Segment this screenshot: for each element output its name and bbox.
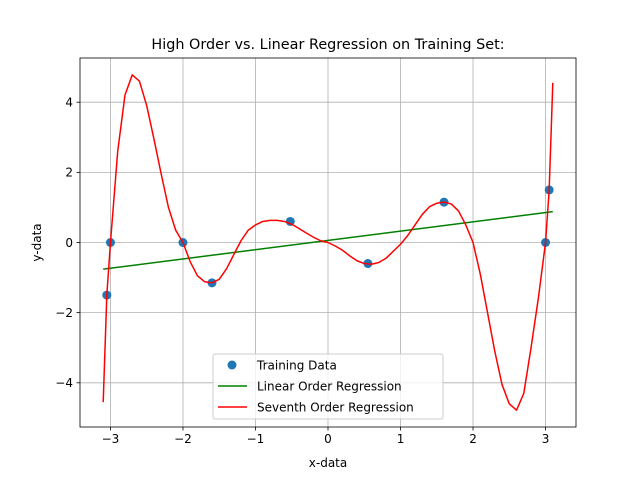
scatter-point	[285, 216, 295, 226]
y-tick-label: −2	[55, 306, 73, 320]
seventh-order-regression-curve	[102, 74, 554, 411]
x-tick-label: −1	[247, 432, 265, 446]
legend-label-linear-regression: Linear Order Regression	[257, 379, 402, 393]
axis-ticks: −3 −2 −1 0 1 2 3 −4 −2 0 2 4	[55, 95, 549, 446]
linear-regression-line	[103, 210, 553, 270]
x-tick-label: 1	[397, 432, 405, 446]
x-tick-label: 0	[324, 432, 332, 446]
x-axis-label: x-data	[309, 456, 347, 470]
y-axis-label: y-data	[30, 223, 44, 261]
y-tick-label: −4	[55, 376, 73, 390]
legend-box	[212, 353, 444, 420]
legend-label-seventh-order-regression: Seventh Order Regression	[257, 400, 414, 414]
y-tick-label: 4	[65, 95, 73, 109]
legend: Training Data Linear Order Regression Se…	[212, 353, 444, 420]
x-tick-label: 3	[542, 432, 550, 446]
x-tick-label: 2	[469, 432, 477, 446]
chart-title: High Order vs. Linear Regression on Trai…	[151, 37, 504, 53]
plot-data	[102, 74, 554, 411]
y-tick-label: 0	[65, 236, 73, 250]
x-tick-label: −3	[102, 432, 120, 446]
y-tick-label: 2	[65, 166, 73, 180]
x-tick-label: −2	[174, 432, 192, 446]
legend-label-training-data: Training Data	[256, 358, 337, 372]
legend-scatter-marker	[227, 360, 237, 370]
